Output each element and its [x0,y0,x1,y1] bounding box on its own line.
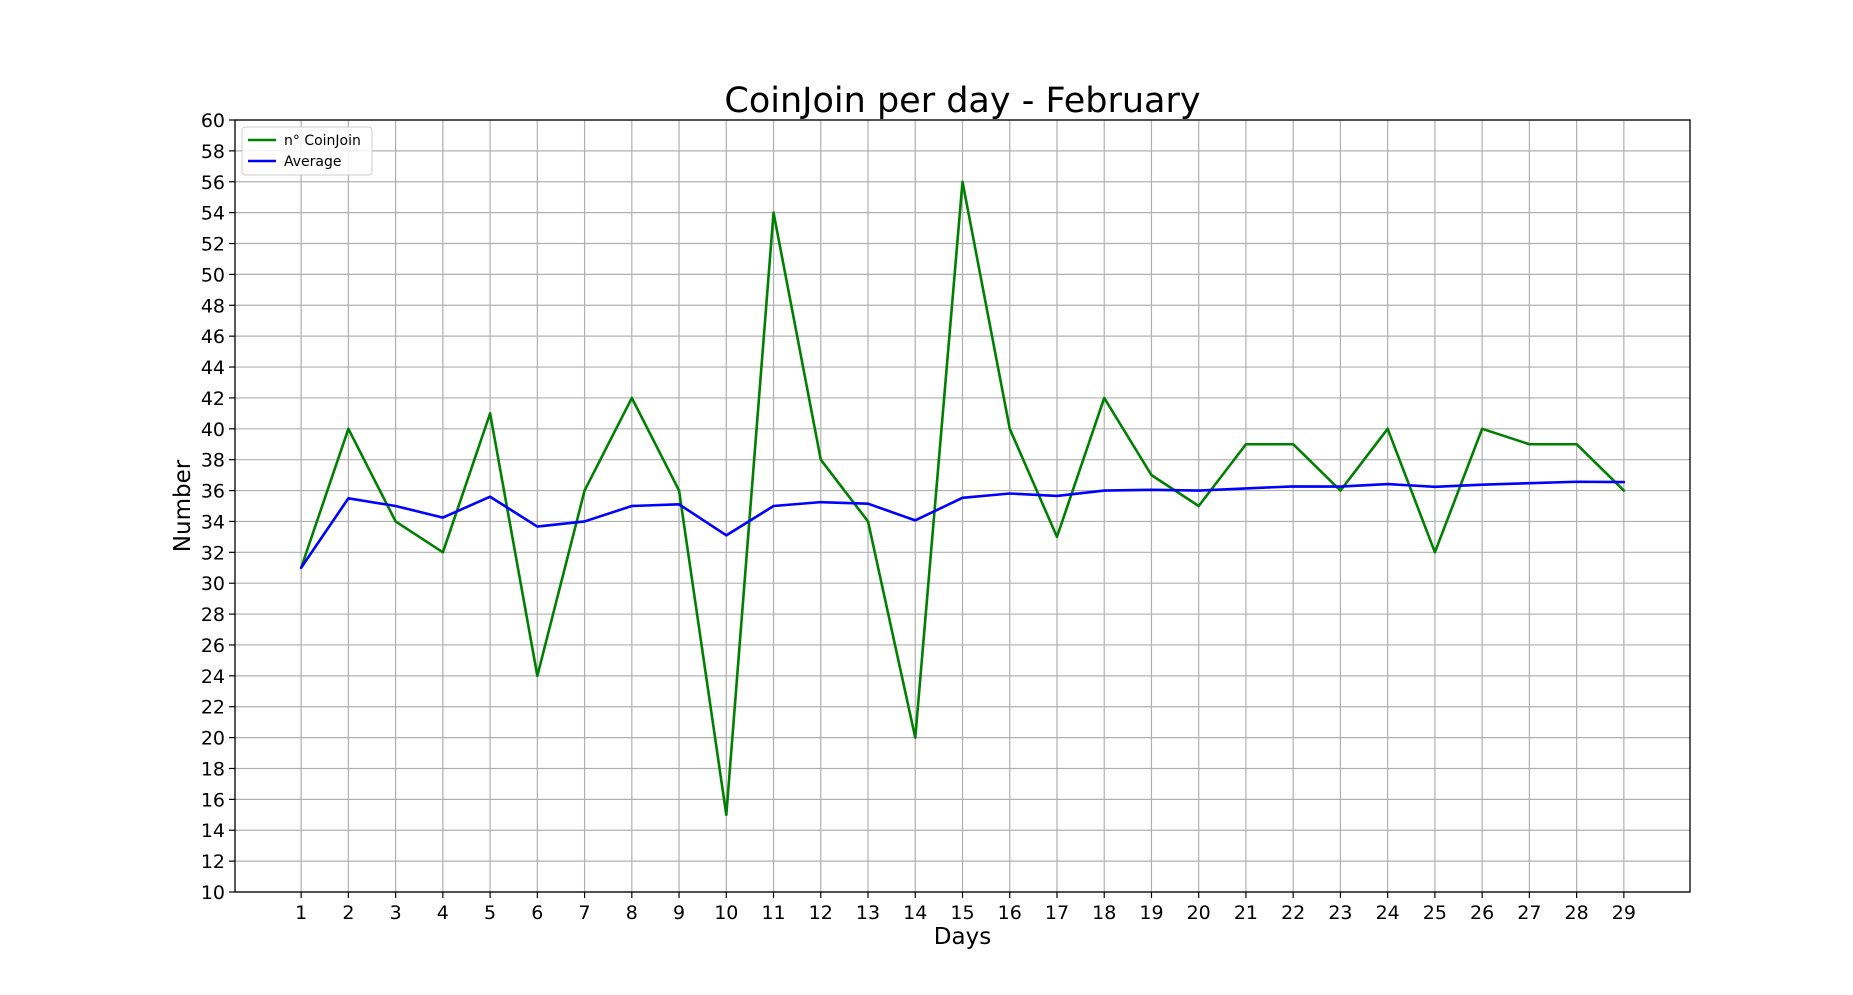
y-tick-label: 48 [201,295,225,317]
y-tick-label: 24 [201,666,225,688]
series-line-average [299,480,1626,570]
x-tick-label: 9 [673,902,685,924]
y-tick-label: 46 [201,326,225,348]
x-tick-label: 26 [1470,902,1494,924]
y-tick-label: 50 [201,264,225,286]
x-tick-label: 3 [390,902,402,924]
y-tick-label: 10 [201,882,225,904]
y-tick-label: 20 [201,728,225,750]
y-tick-label: 60 [201,110,225,132]
x-tick-label: 27 [1517,902,1541,924]
legend-label-coinjoin: n° CoinJoin [284,133,361,149]
y-tick-label: 28 [201,604,225,626]
x-tick-label: 10 [714,902,738,924]
x-tick-label: 17 [1045,902,1069,924]
x-tick-label: 29 [1612,902,1636,924]
x-tick-label: 14 [903,902,927,924]
x-tick-label: 15 [950,902,974,924]
y-tick-label: 54 [201,203,225,225]
x-tick-label: 11 [761,902,785,924]
y-tick-label: 30 [201,573,225,595]
grid [235,119,1690,893]
y-tick-label: 12 [201,851,225,873]
x-tick-label: 23 [1328,902,1352,924]
y-tick-label: 38 [201,450,225,472]
y-tick-label: 56 [201,172,225,194]
y-tick-label: 14 [201,820,225,842]
y-tick-label: 52 [201,234,225,256]
x-tick-label: 24 [1376,902,1400,924]
y-tick-label: 18 [201,758,225,780]
legend-label-average: Average [284,154,342,170]
y-axis-ticks: 10 12 14 16 18 20 22 24 26 28 30 32 34 36 38 40 42 44 46 48… [201,110,235,904]
y-tick-label: 34 [201,511,225,533]
x-tick-label: 19 [1139,902,1163,924]
x-tick-label: 1 [295,902,307,924]
x-tick-label: 16 [998,902,1022,924]
x-tick-label: 8 [626,902,638,924]
legend: n° CoinJoin Average [241,126,373,176]
x-tick-label: 5 [484,902,496,924]
series-lines [299,180,1626,817]
x-tick-label: 28 [1565,902,1589,924]
x-tick-label: 18 [1092,902,1116,924]
x-tick-label: 25 [1423,902,1447,924]
y-tick-label: 42 [201,388,225,410]
y-tick-label: 26 [201,635,225,657]
series-line-coinjoin [299,180,1626,817]
x-tick-label: 21 [1234,902,1258,924]
y-tick-label: 22 [201,697,225,719]
y-tick-label: 44 [201,357,225,379]
y-axis-title: Number [170,459,196,552]
x-tick-label: 12 [809,902,833,924]
x-tick-label: 7 [579,902,591,924]
y-tick-label: 36 [201,481,225,503]
y-tick-label: 32 [201,542,225,564]
y-tick-label: 40 [201,419,225,441]
chart-title: CoinJoin per day - February [724,81,1200,121]
x-tick-label: 4 [437,902,449,924]
x-tick-label: 2 [342,902,354,924]
x-tick-label: 22 [1281,902,1305,924]
y-tick-label: 58 [201,141,225,163]
x-tick-label: 20 [1187,902,1211,924]
y-tick-label: 16 [201,789,225,811]
x-axis-title: Days [934,924,991,950]
x-tick-label: 13 [856,902,880,924]
x-tick-label: 6 [531,902,543,924]
x-axis-ticks: 1 2 3 4 5 6 7 8 9 10 11 12 13 14 15 16 17 18 19 20 21 22 23 24 2… [295,892,1636,924]
